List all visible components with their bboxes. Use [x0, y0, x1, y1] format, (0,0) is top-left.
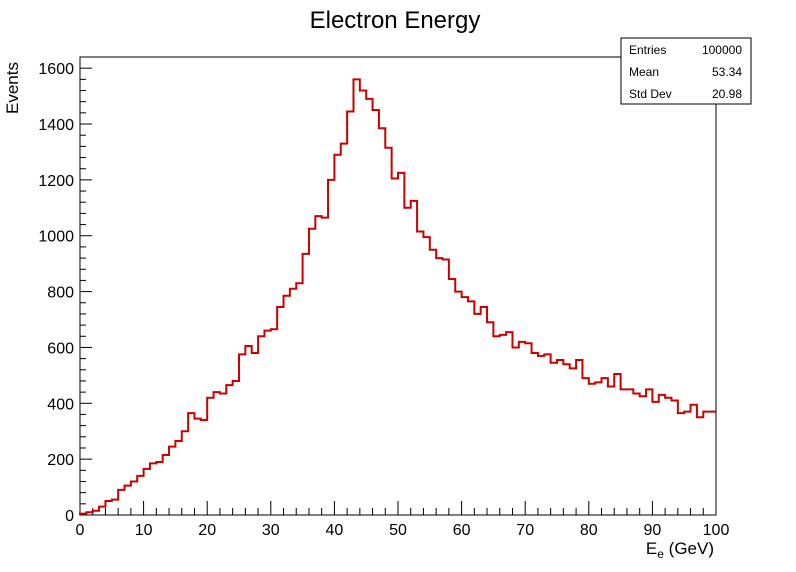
y-tick-label: 1600 — [38, 61, 74, 78]
x-tick-label: 70 — [516, 522, 534, 539]
stats-box-frame — [620, 37, 752, 105]
stats-mean-value: 53.34 — [712, 65, 742, 79]
x-axis-label-main: E — [646, 539, 657, 558]
y-tick-label: 400 — [47, 396, 74, 413]
chart-title: Electron Energy — [310, 7, 481, 34]
y-tick-label: 200 — [47, 452, 74, 469]
y-axis: 0 200 400 600 800 1000 1200 1400 1600 — [38, 56, 92, 525]
y-tick-label: 0 — [65, 508, 74, 525]
x-axis-label-subscript: e — [657, 547, 664, 561]
x-tick-label: 90 — [644, 522, 662, 539]
y-tick-label: 600 — [47, 340, 74, 357]
x-tick-label: 30 — [262, 522, 280, 539]
x-axis-label-unit: (GeV) — [664, 539, 714, 558]
x-tick-label: 40 — [326, 522, 344, 539]
x-tick-label: 80 — [580, 522, 598, 539]
stats-stddev-label: Std Dev — [629, 87, 672, 101]
x-axis-label: Ee (GeV) — [646, 539, 714, 561]
stats-entries-value: 100000 — [702, 43, 742, 57]
x-tick-label: 0 — [76, 522, 85, 539]
stats-mean-label: Mean — [629, 65, 659, 79]
x-tick-label: 10 — [135, 522, 153, 539]
stats-box: Entries 100000 Mean 53.34 Std Dev 20.98 — [620, 37, 752, 105]
x-tick-label: 50 — [389, 522, 407, 539]
x-tick-label: 60 — [453, 522, 471, 539]
stats-stddev-value: 20.98 — [712, 87, 742, 101]
y-tick-label: 1400 — [38, 117, 74, 134]
y-tick-label: 800 — [47, 285, 74, 302]
y-tick-label: 1000 — [38, 229, 74, 246]
x-tick-label: 20 — [198, 522, 216, 539]
x-tick-label: 100 — [703, 522, 730, 539]
histogram-series-line — [79, 78, 716, 515]
x-axis: 0 10 20 30 40 50 60 70 80 90 100 — [76, 501, 730, 539]
stats-entries-label: Entries — [629, 43, 666, 57]
y-tick-label: 1200 — [38, 173, 74, 190]
y-axis-label: Events — [3, 62, 22, 114]
